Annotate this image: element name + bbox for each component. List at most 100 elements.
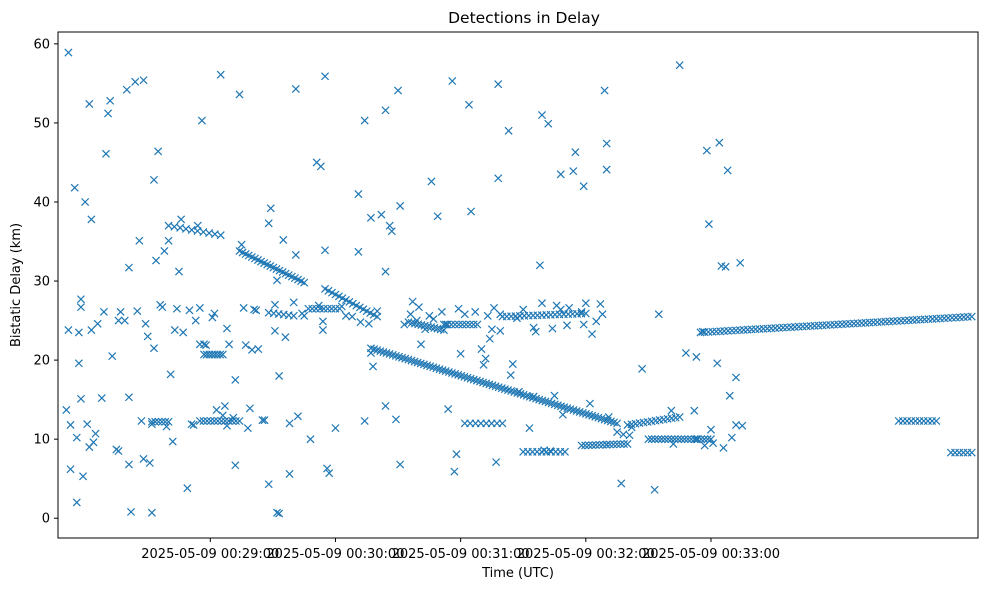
data-point-marker	[199, 416, 208, 426]
data-point-marker	[323, 464, 332, 473]
data-point-marker	[579, 320, 588, 329]
data-point-marker	[535, 261, 544, 270]
data-point-marker	[444, 405, 453, 414]
data-point-marker	[591, 440, 600, 450]
data-point-marker	[675, 61, 684, 70]
y-tick-label: 50	[33, 116, 50, 131]
data-point-marker	[291, 84, 300, 93]
data-point-marker	[433, 212, 442, 221]
data-point-marker	[467, 207, 476, 216]
data-point-marker	[738, 421, 747, 430]
data-point-marker	[264, 480, 273, 489]
data-point-marker	[368, 362, 378, 371]
data-point-marker	[281, 333, 290, 342]
data-point-marker	[519, 305, 528, 314]
data-point-marker	[706, 425, 715, 434]
data-point-marker	[623, 439, 632, 448]
data-point-marker	[713, 359, 722, 368]
data-point-marker	[667, 406, 676, 415]
data-point-marker	[360, 116, 369, 125]
data-point-marker	[469, 320, 478, 329]
data-point-marker	[195, 416, 204, 426]
data-point-marker	[584, 441, 593, 450]
y-axis-label: Bistatic Delay (km)	[9, 223, 24, 347]
data-point-marker	[396, 460, 405, 469]
data-point-marker	[139, 76, 148, 85]
data-point-marker	[529, 392, 538, 401]
data-point-marker	[477, 345, 486, 354]
x-tick-label: 2025-05-09 00:32:00	[517, 547, 655, 562]
data-point-marker	[216, 70, 225, 79]
data-point-marker	[508, 360, 517, 369]
data-point-marker	[723, 166, 732, 175]
data-point-marker	[114, 316, 123, 325]
data-point-marker	[670, 435, 679, 444]
data-point-marker	[731, 373, 741, 382]
data-point-marker	[231, 461, 240, 470]
data-point-marker	[319, 304, 328, 313]
data-point-marker	[143, 332, 152, 341]
data-point-marker	[266, 204, 275, 213]
x-tick-label: 2025-05-09 00:30:00	[266, 547, 404, 562]
data-point-marker	[260, 416, 269, 425]
data-point-marker	[291, 250, 300, 259]
data-point-marker	[592, 317, 601, 326]
data-point-marker	[537, 110, 547, 120]
data-point-marker	[416, 340, 426, 349]
data-point-marker	[381, 106, 390, 115]
data-point-marker	[216, 231, 225, 240]
data-point-marker	[160, 246, 169, 256]
data-point-marker	[135, 236, 144, 245]
data-point-marker	[385, 221, 394, 230]
data-point-marker	[548, 324, 557, 333]
data-point-marker	[602, 139, 611, 148]
data-point-marker	[151, 417, 160, 426]
data-point-marker	[529, 323, 538, 332]
data-point-marker	[464, 100, 473, 109]
data-point-marker	[650, 485, 659, 494]
data-point-marker	[195, 303, 204, 312]
data-point-marker	[471, 307, 480, 316]
data-point-marker	[193, 221, 202, 230]
data-point-marker	[152, 256, 161, 265]
x-tick-label: 2025-05-09 00:33:00	[642, 547, 780, 562]
data-point-marker	[619, 440, 629, 449]
data-point-marker	[72, 433, 81, 442]
data-point-marker	[525, 424, 534, 433]
data-point-marker	[494, 174, 503, 183]
data-point-marker	[189, 420, 198, 429]
data-point-marker	[141, 319, 150, 328]
data-point-marker	[489, 303, 499, 312]
data-point-marker	[725, 391, 734, 400]
data-point-marker	[120, 316, 129, 325]
data-point-marker	[124, 460, 133, 469]
data-point-marker	[154, 417, 163, 426]
data-point-marker	[66, 420, 75, 429]
data-point-marker	[104, 109, 113, 118]
data-point-marker	[147, 508, 156, 517]
data-point-marker	[715, 138, 724, 147]
data-point-marker	[174, 267, 184, 276]
data-point-marker	[318, 326, 327, 335]
data-point-marker	[638, 364, 647, 373]
data-point-marker	[316, 162, 325, 171]
data-point-marker	[577, 307, 586, 316]
data-point-marker	[185, 306, 194, 315]
data-point-marker	[430, 323, 439, 332]
data-point-marker	[293, 412, 302, 421]
data-point-marker	[429, 314, 438, 324]
data-point-marker	[616, 440, 625, 449]
data-point-marker	[85, 99, 94, 108]
data-point-marker	[164, 417, 173, 426]
data-point-marker	[433, 324, 442, 333]
data-point-marker	[147, 417, 156, 426]
data-point-marker	[400, 320, 409, 329]
data-point-marker	[235, 416, 244, 426]
data-point-marker	[427, 177, 436, 186]
data-point-marker	[427, 323, 436, 332]
data-point-marker	[604, 413, 613, 422]
data-point-marker	[89, 438, 98, 447]
data-point-marker	[680, 435, 689, 444]
data-point-marker	[158, 303, 167, 312]
